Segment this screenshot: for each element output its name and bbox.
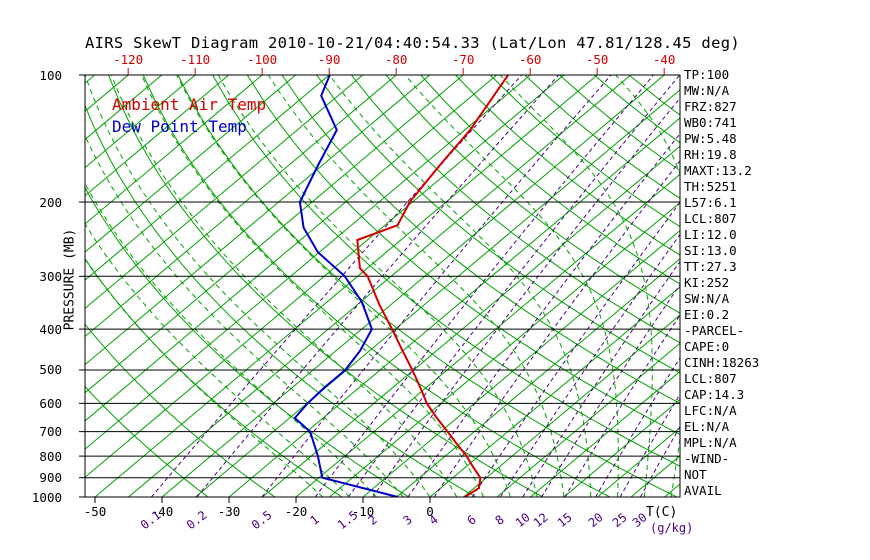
bottom-temp-tick-label: -20 [284, 504, 308, 519]
bottom-temp-tick-label: -40 [150, 504, 174, 519]
chart-title: AIRS SkewT Diagram 2010-10-21/04:40:54.3… [85, 34, 740, 52]
plot-border [84, 74, 681, 498]
isotherm-lines [85, 75, 680, 497]
top-temp-tick-label: -50 [585, 52, 609, 67]
stat-line: LCL:807 [684, 371, 737, 386]
pressure-tick-label: 1000 [31, 489, 62, 505]
pressure-tick-label: 200 [39, 194, 62, 210]
stat-line: TH:5251 [684, 179, 737, 194]
stat-line: EI:0.2 [684, 307, 730, 322]
top-temp-tick-label: -80 [384, 52, 408, 67]
mixing-ratio-unit-label: (g/kg) [650, 521, 694, 535]
stat-line: AVAIL [684, 483, 722, 498]
pressure-tick-label: 900 [39, 470, 62, 486]
stat-line: MPL:N/A [684, 435, 737, 450]
stat-line: PW:5.48 [684, 131, 737, 146]
top-temp-tick-label: -40 [652, 52, 676, 67]
stat-line: WB0:741 [684, 115, 737, 130]
stat-line: L57:6.1 [684, 195, 737, 210]
stat-line: MAXT:13.2 [684, 163, 752, 178]
temp-unit-label: T(C) [646, 505, 678, 520]
top-temp-tick-label: -110 [180, 52, 211, 67]
mixing-ratio-lines [151, 75, 680, 497]
bottom-temp-tick-label: -10 [351, 504, 375, 519]
pressure-axis-title: PRESSURE (MB) [62, 228, 78, 331]
pressure-tick-label: 300 [39, 268, 62, 284]
stat-line: TP:100 [684, 67, 730, 82]
stat-line: LI:12.0 [684, 227, 737, 242]
pressure-gridlines [85, 74, 680, 498]
top-temp-tick-label: -60 [518, 52, 542, 67]
ambient-air-temp-curve [356, 75, 509, 497]
pressure-tick-label: 100 [39, 67, 62, 83]
top-temp-tick-label: -100 [247, 52, 278, 67]
bottom-temp-tick-label: -50 [83, 504, 107, 519]
legend-dew-point-temp: Dew Point Temp [112, 117, 247, 136]
legend-ambient-air-temp: Ambient Air Temp [112, 95, 267, 114]
stat-line: FRZ:827 [684, 99, 737, 114]
stat-line: RH:19.8 [684, 147, 737, 162]
pressure-tick-label: 400 [39, 321, 62, 337]
stats-panel: TP:100 MW:N/A FRZ:827 WB0:741 PW:5.48 RH:19.8… [684, 67, 759, 499]
bottom-temp-tick-label: 0 [426, 504, 434, 519]
top-temp-tick-label: -70 [451, 52, 475, 67]
stat-line: -PARCEL- [684, 323, 745, 338]
top-temp-tick-label: -120 [113, 52, 144, 67]
stat-line: SI:13.0 [684, 243, 737, 258]
axis-ticks [79, 68, 665, 503]
stat-line: -WIND- [684, 451, 730, 466]
stat-line: SW:N/A [684, 291, 730, 306]
stat-line: CINH:18263 [684, 355, 760, 370]
stat-line: CAPE:0 [684, 339, 730, 354]
moist-adiabat-lines [85, 75, 680, 497]
bottom-temp-tick-label: -30 [217, 504, 241, 519]
stat-line: MW:N/A [684, 83, 730, 98]
stat-line: KI:252 [684, 275, 730, 290]
background-grid [85, 75, 680, 497]
stat-line: TT:27.3 [684, 259, 737, 274]
pressure-tick-label: 500 [39, 362, 62, 378]
stat-line: NOT [684, 467, 707, 482]
pressure-tick-label: 800 [39, 448, 62, 464]
top-temp-tick-label: -90 [317, 52, 341, 67]
stat-line: LFC:N/A [684, 403, 737, 418]
stat-line: LCL:807 [684, 211, 737, 226]
pressure-tick-label: 600 [39, 395, 62, 411]
stat-line: EL:N/A [684, 419, 730, 434]
dew-point-temp-curve [293, 75, 399, 497]
stat-line: CAP:14.3 [684, 387, 745, 402]
pressure-tick-label: 700 [39, 424, 62, 440]
